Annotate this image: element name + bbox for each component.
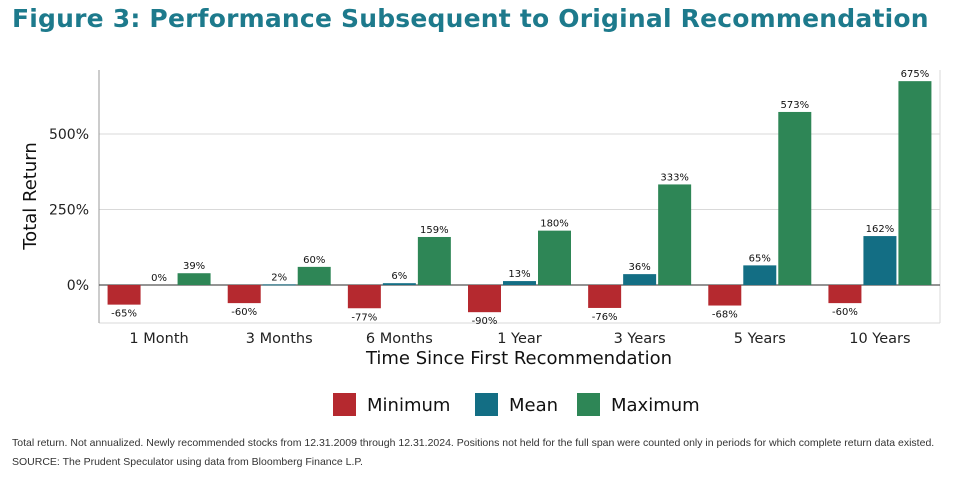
data-label: -76% xyxy=(592,312,618,323)
bar-minimum xyxy=(828,285,862,304)
bar-maximum xyxy=(177,273,211,285)
x-axis-title: Time Since First Recommendation xyxy=(365,348,672,369)
bar-minimum xyxy=(347,285,381,309)
bar-maximum xyxy=(898,81,932,286)
data-label: 675% xyxy=(901,69,930,80)
legend-label: Mean xyxy=(509,395,558,416)
y-tick-label: 250% xyxy=(49,203,89,219)
x-tick-label: 3 Years xyxy=(614,331,666,347)
bar-mean xyxy=(503,281,536,285)
data-label: 2% xyxy=(271,272,287,283)
x-tick-label: 1 Year xyxy=(497,331,542,347)
data-label: 65% xyxy=(749,253,771,264)
bar-maximum xyxy=(538,230,571,285)
data-label: 333% xyxy=(660,172,689,183)
y-tick-label: 0% xyxy=(67,278,89,294)
data-label: -60% xyxy=(231,307,257,318)
bar-minimum xyxy=(107,285,141,305)
legend-label: Maximum xyxy=(611,395,700,416)
bar-mean xyxy=(382,283,416,285)
legend-swatch-minimum xyxy=(333,393,356,416)
y-tick-label: 500% xyxy=(49,127,89,143)
bar-chart: 0% 250% 500% -65% 0% 39% 1 Month -60% 2% 60% 3 Mon… xyxy=(20,69,941,416)
legend-label: Minimum xyxy=(367,395,450,416)
data-label: 180% xyxy=(540,219,569,230)
data-label: -60% xyxy=(832,307,858,318)
data-label: 159% xyxy=(420,225,449,236)
legend-swatch-maximum xyxy=(577,393,600,416)
data-label: 60% xyxy=(303,255,325,266)
y-axis-title: Total Return xyxy=(20,142,41,251)
bar-minimum xyxy=(227,285,261,304)
bar-minimum xyxy=(588,285,622,308)
bar-mean xyxy=(262,284,296,286)
bar-mean xyxy=(743,265,777,285)
data-label: 0% xyxy=(151,273,167,284)
data-label: 6% xyxy=(391,271,407,282)
bar-maximum xyxy=(297,266,331,285)
bar-maximum xyxy=(417,236,451,285)
x-tick-label: 5 Years xyxy=(734,331,786,347)
bar-minimum xyxy=(708,285,742,306)
x-tick-label: 3 Months xyxy=(246,331,313,347)
bar-maximum xyxy=(778,111,812,285)
data-label: -68% xyxy=(712,310,738,321)
footnote: Total return. Not annualized. Newly reco… xyxy=(12,437,935,468)
bar-mean xyxy=(863,236,897,285)
data-label: 573% xyxy=(780,100,809,111)
x-tick-label: 10 Years xyxy=(849,331,910,347)
data-label: 36% xyxy=(629,262,651,273)
data-label: 162% xyxy=(866,224,895,235)
bar-minimum xyxy=(468,285,501,313)
data-label: 39% xyxy=(183,261,205,272)
bar-maximum xyxy=(658,184,692,285)
data-label: -77% xyxy=(351,312,377,323)
data-label: -90% xyxy=(472,316,498,327)
legend-swatch-mean xyxy=(475,393,498,416)
bar-mean xyxy=(623,274,657,285)
data-label: 13% xyxy=(508,269,530,280)
x-tick-label: 1 Month xyxy=(129,331,188,347)
x-tick-label: 6 Months xyxy=(366,331,433,347)
data-label: -65% xyxy=(111,309,137,320)
figure-title: Figure 3: Performance Subsequent to Orig… xyxy=(12,4,929,33)
